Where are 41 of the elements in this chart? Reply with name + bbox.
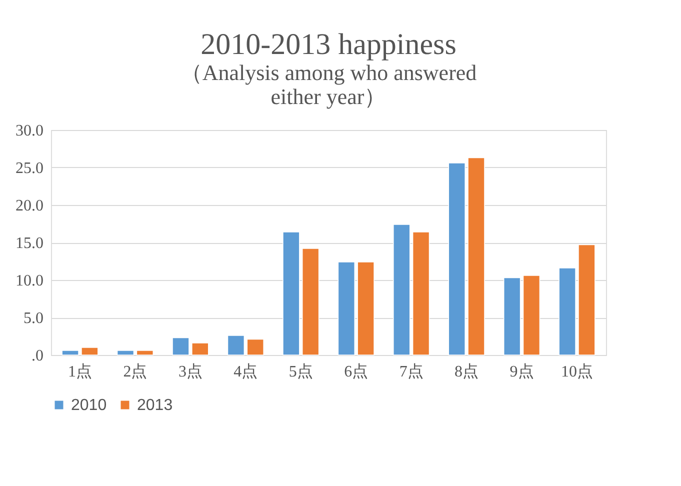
bar [282, 232, 300, 356]
bar [503, 277, 521, 356]
bar [357, 262, 374, 356]
x-tick-label: 10点 [561, 362, 594, 380]
y-tick-label: 10.0 [16, 272, 44, 290]
x-tick-label: 8点 [454, 362, 479, 380]
bar [191, 342, 209, 356]
x-tick-label: 6点 [344, 362, 368, 380]
bar [558, 268, 576, 356]
bar [172, 337, 190, 356]
x-tick-label: 3点 [178, 362, 202, 380]
x-tick-label: 7点 [399, 362, 424, 380]
chart-subtitle: （Analysis among who answered either year） [180, 60, 477, 109]
bar [62, 350, 79, 356]
y-tick-label: 25.0 [16, 160, 44, 177]
x-tick-label: 2点 [123, 362, 148, 380]
bar [116, 350, 134, 356]
bar [338, 262, 356, 356]
bar [578, 244, 596, 356]
x-tick-label: 5点 [288, 362, 313, 380]
y-tick-label: 20.0 [16, 198, 44, 214]
legend-label: 2010 [71, 397, 107, 414]
bar [302, 248, 320, 356]
bar [246, 338, 264, 356]
y-tick-label: .0 [32, 348, 44, 364]
bar [392, 224, 410, 356]
bar [136, 350, 154, 356]
x-tick-label: 1点 [68, 362, 92, 380]
x-tick-label: 9点 [510, 362, 534, 380]
x-tick-label: 4点 [234, 362, 258, 380]
bar [81, 347, 98, 356]
bar [468, 157, 485, 356]
y-tick-label: 15.0 [16, 235, 44, 252]
bar [448, 162, 466, 356]
chart-title: 2010-2013 happiness [200, 28, 456, 61]
bar [412, 232, 430, 356]
y-tick-label: 5.0 [24, 310, 44, 327]
bar [227, 335, 245, 356]
legend-label: 2013 [137, 397, 173, 414]
bar [522, 275, 540, 356]
y-tick-label: 30.0 [16, 122, 44, 140]
